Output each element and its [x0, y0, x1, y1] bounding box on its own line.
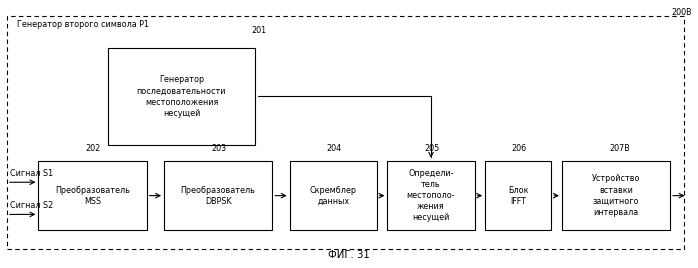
- Bar: [38, 161, 147, 230]
- Text: 201: 201: [251, 26, 267, 35]
- Text: 200В: 200В: [671, 8, 692, 17]
- Text: 205: 205: [424, 144, 439, 153]
- Bar: [387, 161, 475, 230]
- Text: 203: 203: [211, 144, 226, 153]
- Text: Устройство
вставки
защитного
интервала: Устройство вставки защитного интервала: [592, 174, 640, 217]
- Bar: [562, 161, 670, 230]
- Text: Блок
IFFT: Блок IFFT: [508, 185, 528, 206]
- Text: 204: 204: [326, 144, 341, 153]
- Text: Генератор
последовательности
местоположения
несущей: Генератор последовательности местоположе…: [137, 75, 226, 118]
- Bar: [7, 16, 684, 249]
- Text: Генератор второго символа P1: Генератор второго символа P1: [17, 20, 149, 29]
- Text: 206: 206: [511, 144, 526, 153]
- Bar: [164, 161, 272, 230]
- Text: Преобразователь
DBPSK: Преобразователь DBPSK: [181, 185, 255, 206]
- Text: Сигнал S1: Сигнал S1: [10, 169, 54, 178]
- Text: ФИГ. 31: ФИГ. 31: [328, 250, 370, 260]
- Text: Скремблер
данных: Скремблер данных: [310, 185, 357, 206]
- Text: 202: 202: [86, 144, 101, 153]
- Bar: [108, 48, 255, 145]
- Bar: [485, 161, 551, 230]
- Text: 207В: 207В: [609, 144, 630, 153]
- Bar: [290, 161, 377, 230]
- Text: Преобразователь
MSS: Преобразователь MSS: [55, 185, 130, 206]
- Text: Определи-
тель
местополо-
жения
несущей: Определи- тель местополо- жения несущей: [407, 169, 455, 222]
- Text: Сигнал S2: Сигнал S2: [10, 201, 54, 210]
